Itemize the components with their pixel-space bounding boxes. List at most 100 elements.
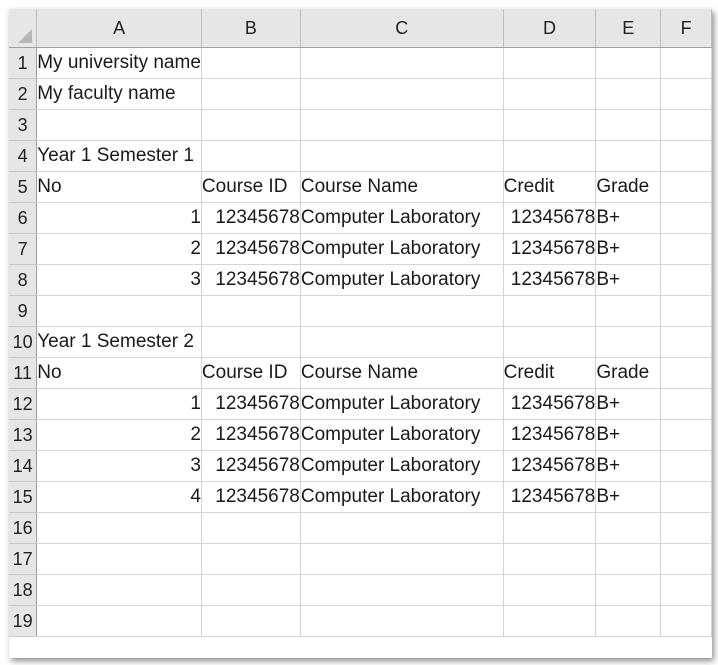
cell-a[interactable]: [36, 512, 202, 544]
cell-f[interactable]: [660, 450, 712, 482]
cell-b[interactable]: [201, 140, 301, 172]
cell-e[interactable]: [595, 140, 662, 172]
cell-e[interactable]: B+: [595, 264, 662, 296]
cell-f[interactable]: [660, 512, 712, 544]
cell-b[interactable]: 12345678: [201, 481, 301, 513]
row-header[interactable]: 2: [9, 78, 38, 110]
row-header[interactable]: 11: [9, 357, 38, 389]
cell-c[interactable]: [300, 574, 504, 606]
cell-a[interactable]: 3: [36, 264, 202, 296]
cell-f[interactable]: [660, 605, 712, 637]
cell-c[interactable]: Course Name: [300, 171, 504, 203]
select-all-corner[interactable]: [9, 9, 38, 48]
cell-d[interactable]: [503, 512, 597, 544]
cell-b[interactable]: [201, 543, 301, 575]
cell-b[interactable]: [201, 47, 301, 79]
cell-a[interactable]: 1: [36, 388, 202, 420]
cell-a[interactable]: Year 1 Semester 1: [36, 140, 202, 172]
cell-f[interactable]: [660, 47, 712, 79]
cell-a[interactable]: No: [36, 357, 202, 389]
row-header[interactable]: 7: [9, 233, 38, 265]
row-header[interactable]: 17: [9, 543, 38, 575]
cell-e[interactable]: Grade: [595, 171, 662, 203]
row-header[interactable]: 6: [9, 202, 38, 234]
row-header[interactable]: 12: [9, 388, 38, 420]
cell-e[interactable]: [595, 605, 662, 637]
column-header-e[interactable]: E: [595, 9, 662, 48]
cell-e[interactable]: B+: [595, 233, 662, 265]
cell-a[interactable]: 1: [36, 202, 202, 234]
column-header-c[interactable]: C: [300, 9, 504, 48]
cell-e[interactable]: [595, 295, 662, 327]
row-header[interactable]: 15: [9, 481, 38, 513]
cell-a[interactable]: 3: [36, 450, 202, 482]
cell-f[interactable]: [660, 419, 712, 451]
row-header[interactable]: 14: [9, 450, 38, 482]
row-header[interactable]: 10: [9, 326, 38, 358]
cell-a[interactable]: 2: [36, 233, 202, 265]
cell-d[interactable]: [503, 109, 597, 141]
cell-a[interactable]: My faculty name: [36, 78, 202, 110]
cell-d[interactable]: 12345678: [503, 264, 597, 296]
cell-f[interactable]: [660, 326, 712, 358]
cell-d[interactable]: [503, 140, 597, 172]
cell-b[interactable]: [201, 78, 301, 110]
cell-f[interactable]: [660, 140, 712, 172]
cell-c[interactable]: Computer Laboratory: [300, 202, 504, 234]
cell-d[interactable]: [503, 78, 597, 110]
cell-b[interactable]: [201, 326, 301, 358]
cell-d[interactable]: [503, 47, 597, 79]
cell-b[interactable]: Course ID: [201, 357, 301, 389]
cell-f[interactable]: [660, 202, 712, 234]
cell-a[interactable]: [36, 605, 202, 637]
cell-f[interactable]: [660, 481, 712, 513]
cell-c[interactable]: Computer Laboratory: [300, 388, 504, 420]
cell-c[interactable]: Course Name: [300, 357, 504, 389]
cell-c[interactable]: [300, 78, 504, 110]
cell-c[interactable]: [300, 543, 504, 575]
row-header[interactable]: 5: [9, 171, 38, 203]
cell-a[interactable]: My university name: [36, 47, 202, 79]
cell-e[interactable]: Grade: [595, 357, 662, 389]
cell-b[interactable]: 12345678: [201, 233, 301, 265]
cell-d[interactable]: 12345678: [503, 481, 597, 513]
cell-a[interactable]: [36, 543, 202, 575]
cell-a[interactable]: [36, 109, 202, 141]
cell-b[interactable]: Course ID: [201, 171, 301, 203]
cell-f[interactable]: [660, 543, 712, 575]
cell-b[interactable]: [201, 512, 301, 544]
row-header[interactable]: 9: [9, 295, 38, 327]
row-header[interactable]: 19: [9, 605, 38, 637]
row-header[interactable]: 8: [9, 264, 38, 296]
cell-d[interactable]: Credit: [503, 357, 597, 389]
cell-d[interactable]: Credit: [503, 171, 597, 203]
cell-e[interactable]: B+: [595, 202, 662, 234]
cell-f[interactable]: [660, 233, 712, 265]
cell-e[interactable]: [595, 109, 662, 141]
cell-e[interactable]: B+: [595, 419, 662, 451]
cell-b[interactable]: [201, 109, 301, 141]
cell-c[interactable]: Computer Laboratory: [300, 481, 504, 513]
cell-d[interactable]: 12345678: [503, 419, 597, 451]
row-header[interactable]: 13: [9, 419, 38, 451]
cell-f[interactable]: [660, 78, 712, 110]
cell-f[interactable]: [660, 171, 712, 203]
row-header[interactable]: 18: [9, 574, 38, 606]
cell-a[interactable]: 4: [36, 481, 202, 513]
cell-f[interactable]: [660, 574, 712, 606]
row-header[interactable]: 1: [9, 47, 38, 79]
cell-b[interactable]: 12345678: [201, 202, 301, 234]
row-header[interactable]: 16: [9, 512, 38, 544]
cell-e[interactable]: [595, 543, 662, 575]
cell-d[interactable]: 12345678: [503, 450, 597, 482]
column-header-b[interactable]: B: [201, 9, 301, 48]
cell-c[interactable]: Computer Laboratory: [300, 419, 504, 451]
row-header[interactable]: 4: [9, 140, 38, 172]
cell-d[interactable]: 12345678: [503, 388, 597, 420]
cell-c[interactable]: Computer Laboratory: [300, 233, 504, 265]
cell-c[interactable]: [300, 140, 504, 172]
cell-f[interactable]: [660, 264, 712, 296]
cell-d[interactable]: [503, 574, 597, 606]
cell-f[interactable]: [660, 388, 712, 420]
cell-b[interactable]: 12345678: [201, 450, 301, 482]
